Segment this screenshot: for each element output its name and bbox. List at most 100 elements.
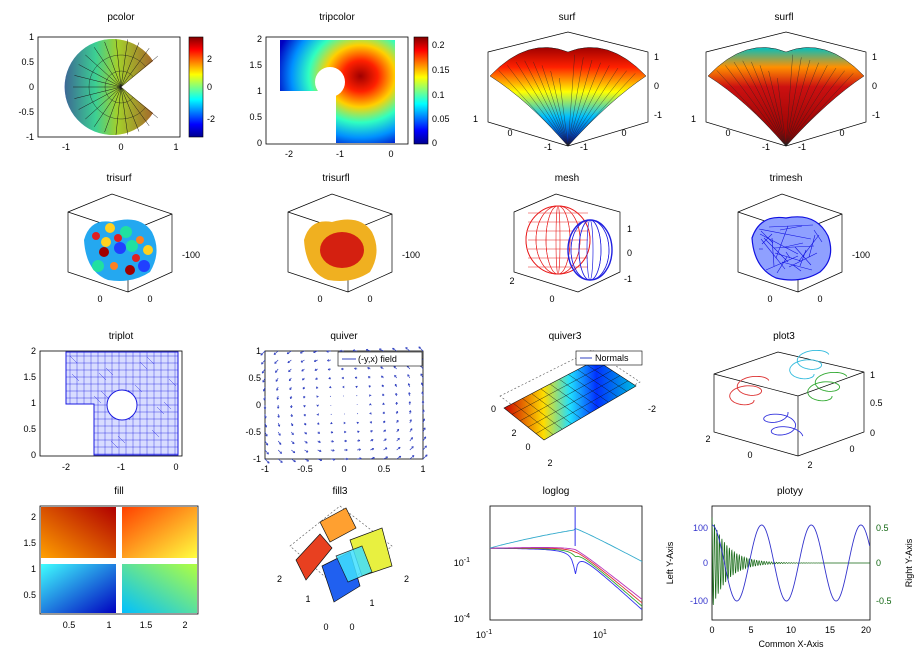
quiver-arrowhead — [408, 392, 411, 395]
surf-ztick: 1 — [654, 52, 659, 62]
surface-mesh-line — [515, 61, 569, 147]
plotyy-ytick-right: -0.5 — [876, 596, 892, 606]
quiver-arrowhead — [397, 437, 400, 441]
quiver-arrowhead — [367, 367, 370, 370]
quiver-arrowhead — [422, 409, 425, 412]
mesh-red-meridian — [525, 205, 591, 275]
quiver-arrow — [264, 449, 269, 455]
quiver-arrow — [260, 350, 266, 356]
trimesh-panel: trimesh -100 0 0 — [737, 173, 870, 304]
quiver-arrowhead — [273, 352, 276, 355]
trimesh-edge — [774, 252, 802, 262]
loglog-axes — [489, 505, 643, 621]
pcolor-ray — [85, 86, 122, 120]
plotyy-ytick-left: 100 — [693, 523, 708, 533]
quiver-arrowhead — [382, 393, 385, 396]
plot3-xtick: 2 — [807, 460, 812, 470]
trisurf-patch — [92, 260, 104, 272]
surface-mesh-line — [785, 67, 837, 147]
plot3-title: plot3 — [773, 331, 795, 342]
plot3-xtick: 0 — [747, 450, 752, 460]
surface-mesh-line — [716, 70, 787, 147]
quiver-xtick: -1 — [261, 464, 269, 474]
surf-box — [487, 31, 649, 147]
pcolor-ytick: 0.5 — [21, 57, 34, 67]
fill-xtick: 2 — [182, 620, 187, 630]
quiver-arrowhead — [313, 350, 316, 354]
loglog-ytick: 10-1 — [454, 557, 470, 568]
triplot-panel: triplot 2 1.5 1 0.5 0 -2 -1 0 — [23, 331, 183, 472]
loglog-xtick: 10-1 — [476, 629, 492, 640]
quiver-arrow — [421, 382, 424, 388]
plot3-ztick: 0.5 — [870, 398, 883, 408]
tripcolor-hole — [315, 67, 345, 97]
surf-panel: surf 1 0 -1 1 0 -1 -1 0 — [473, 12, 662, 152]
quiver-arrowhead — [277, 415, 280, 418]
pcolor-ring — [104, 70, 134, 104]
quiver-arrow — [370, 457, 375, 460]
quiver-arrow — [383, 456, 388, 460]
quiver-arrow — [396, 446, 401, 451]
trimesh-edge — [792, 264, 802, 272]
surfl-ztick-left: 1 — [691, 114, 696, 124]
surface-mesh-line — [785, 62, 819, 147]
quiver-arrow — [366, 349, 371, 352]
loglog-series-line — [489, 528, 643, 562]
plot3-ztick: 1 — [870, 370, 875, 380]
pcolor-cbar-tick: 2 — [207, 54, 212, 64]
quiver-arrow — [291, 449, 296, 454]
quiver-arrowhead — [352, 349, 355, 352]
quiver-arrowhead — [392, 347, 395, 351]
quiver-arrowhead — [333, 458, 336, 461]
quiver-arrowhead — [290, 414, 293, 418]
quiver-arrowhead — [331, 440, 334, 443]
quiver-axes — [264, 350, 424, 460]
quiver-arrowhead — [303, 405, 306, 408]
quiver-arrow — [291, 458, 296, 463]
quiver3-legend — [575, 350, 643, 366]
tripcolor-ytick: 0.5 — [249, 112, 262, 122]
tripcolor-ytick: 1 — [257, 86, 262, 96]
quiver-arrowhead — [395, 410, 399, 414]
loglog-ytick: 10-4 — [454, 613, 470, 624]
quiver3-tick: 2 — [511, 428, 516, 438]
pcolor-ray — [104, 86, 122, 133]
quiver-arrowhead — [385, 456, 388, 459]
pcolor-title: pcolor — [107, 12, 135, 23]
surfl-box — [705, 31, 867, 147]
quiver3-grid-line — [577, 369, 618, 397]
quiver3-title: quiver3 — [549, 331, 582, 342]
fill-ytick: 0.5 — [23, 590, 36, 600]
quiver-arrowhead — [300, 351, 303, 354]
trimesh-edge — [763, 237, 789, 263]
triplot-xtick: 0 — [173, 462, 178, 472]
tripcolor-xtick: -2 — [285, 149, 293, 159]
plot3-series-line — [789, 349, 830, 380]
quiver-arrowhead — [316, 413, 319, 416]
plotyy-xtick: 0 — [709, 625, 714, 635]
quiver-arrow — [277, 458, 283, 463]
plotyy-xtick: 10 — [786, 625, 796, 635]
quiver-arrowhead — [275, 379, 278, 382]
quiver-arrowhead — [382, 411, 385, 414]
mesh-title: mesh — [555, 173, 579, 184]
quiver-arrowhead — [382, 420, 386, 423]
quiver-arrow — [409, 455, 415, 460]
quiver3-grid-line — [549, 383, 591, 414]
quiver-arrowhead — [332, 449, 335, 452]
quiver-arrowhead — [264, 416, 267, 419]
quiver-arrow — [273, 350, 279, 355]
pcolor-colorbar — [188, 36, 204, 138]
trisurf-patch — [125, 265, 135, 275]
quiver-arrowhead — [341, 367, 344, 371]
fill3-tick: 1 — [305, 594, 310, 604]
trisurf-patch — [132, 254, 140, 262]
quiver-arrowhead — [369, 412, 372, 415]
quiver-arrow — [330, 413, 332, 415]
surface-mesh-line — [768, 70, 787, 147]
pcolor-ray — [85, 54, 122, 88]
triplot-edge — [69, 355, 78, 364]
fill-xtick: 1.5 — [140, 620, 153, 630]
trisurf-title: trisurf — [107, 173, 132, 184]
quiver-arrow — [420, 373, 424, 379]
